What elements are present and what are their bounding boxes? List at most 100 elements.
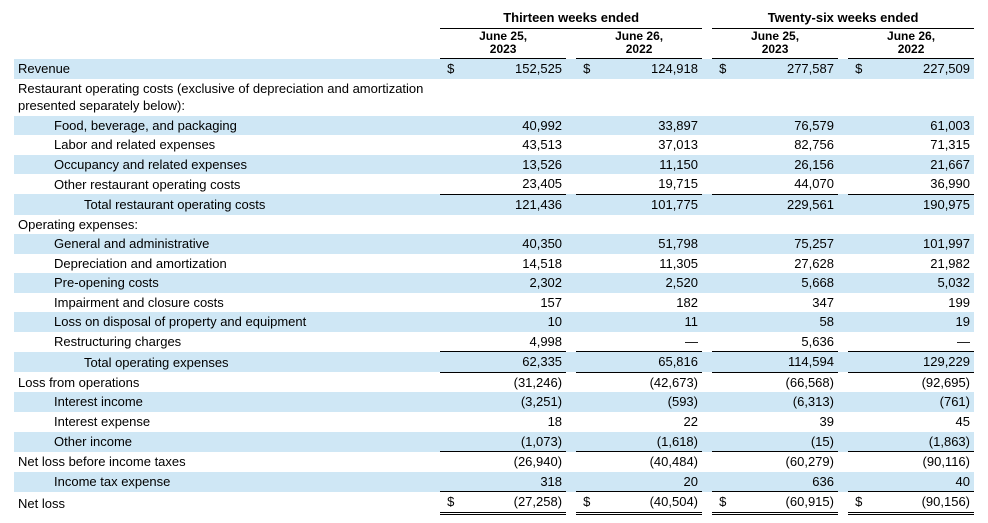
currency-symbol [576,79,590,116]
col-date-2: June 26, 2022 [576,28,702,59]
currency-symbol: $ [440,492,454,514]
table-row: Labor and related expenses43,51337,01382… [14,135,974,155]
currency-symbol [576,452,590,472]
row-label: Revenue [14,59,440,79]
table-row: Occupancy and related expenses13,52611,1… [14,155,974,175]
row-value: 101,775 [590,194,702,214]
row-value: 229,561 [726,194,838,214]
row-value: 27,628 [726,254,838,274]
currency-symbol [712,332,726,352]
row-value: 318 [454,472,566,492]
period-group-26w: Twenty-six weeks ended [712,8,974,28]
row-value: 227,509 [862,59,974,79]
currency-symbol [848,312,862,332]
row-value: 4,998 [454,332,566,352]
table-row: Restaurant operating costs (exclusive of… [14,79,974,116]
currency-symbol [712,135,726,155]
row-value: 21,982 [862,254,974,274]
currency-symbol: $ [576,492,590,514]
currency-symbol [848,174,862,194]
row-label: Other income [14,432,440,452]
period-group-13w: Thirteen weeks ended [440,8,702,28]
currency-symbol [848,254,862,274]
currency-symbol [712,312,726,332]
currency-symbol [440,392,454,412]
row-value: 23,405 [454,174,566,194]
row-value: (90,116) [862,452,974,472]
currency-symbol [712,372,726,392]
table-row: Restructuring charges4,998—5,636— [14,332,974,352]
income-statement-table: Thirteen weeks ended Twenty-six weeks en… [14,8,974,515]
currency-symbol [576,472,590,492]
currency-symbol [576,412,590,432]
currency-symbol [576,432,590,452]
row-value: 40,992 [454,116,566,136]
row-value: 37,013 [590,135,702,155]
row-value: 18 [454,412,566,432]
currency-symbol [440,254,454,274]
currency-symbol: $ [576,59,590,79]
currency-symbol: $ [712,59,726,79]
currency-symbol [440,472,454,492]
row-value [590,79,702,116]
currency-symbol [712,432,726,452]
row-value: 11,150 [590,155,702,175]
currency-symbol: $ [440,59,454,79]
table-row: Impairment and closure costs157182347199 [14,293,974,313]
row-value: (1,073) [454,432,566,452]
currency-symbol [848,135,862,155]
row-label: Restructuring charges [14,332,440,352]
row-value: (593) [590,392,702,412]
currency-symbol [440,372,454,392]
row-value: 157 [454,293,566,313]
row-label: Net loss before income taxes [14,452,440,472]
table-row: General and administrative40,35051,79875… [14,234,974,254]
row-value: 19 [862,312,974,332]
table-row: Net loss$(27,258)$(40,504)$(60,915)$(90,… [14,492,974,514]
currency-symbol [848,352,862,373]
currency-symbol [576,174,590,194]
row-value [726,79,838,116]
row-label: Loss on disposal of property and equipme… [14,312,440,332]
currency-symbol [848,155,862,175]
table-row: Loss from operations(31,246)(42,673)(66,… [14,372,974,392]
row-value: 5,668 [726,273,838,293]
currency-symbol [440,135,454,155]
currency-symbol [440,352,454,373]
row-value: 5,032 [862,273,974,293]
currency-symbol [848,293,862,313]
table-row: Revenue$152,525$124,918$277,587$227,509 [14,59,974,79]
row-value: 14,518 [454,254,566,274]
row-label: Occupancy and related expenses [14,155,440,175]
table-row: Total operating expenses62,33565,816114,… [14,352,974,373]
table-row: Interest expense18223945 [14,412,974,432]
row-value: 277,587 [726,59,838,79]
row-label: Total operating expenses [14,352,440,373]
currency-symbol [848,412,862,432]
currency-symbol [440,312,454,332]
row-value: (60,279) [726,452,838,472]
row-value: 182 [590,293,702,313]
currency-symbol [848,472,862,492]
row-value: (1,618) [590,432,702,452]
currency-symbol [712,79,726,116]
currency-symbol [848,194,862,214]
row-value: 2,520 [590,273,702,293]
table-row: Net loss before income taxes(26,940)(40,… [14,452,974,472]
row-value: (15) [726,432,838,452]
col-date-3: June 25, 2023 [712,28,838,59]
currency-symbol [576,332,590,352]
currency-symbol [576,135,590,155]
currency-symbol [576,254,590,274]
row-value: 20 [590,472,702,492]
currency-symbol [712,412,726,432]
table-row: Operating expenses: [14,215,974,235]
currency-symbol [712,392,726,412]
row-value: 19,715 [590,174,702,194]
currency-symbol [576,116,590,136]
row-value: 45 [862,412,974,432]
currency-symbol [712,472,726,492]
currency-symbol [848,234,862,254]
row-value: 36,990 [862,174,974,194]
row-value: 39 [726,412,838,432]
